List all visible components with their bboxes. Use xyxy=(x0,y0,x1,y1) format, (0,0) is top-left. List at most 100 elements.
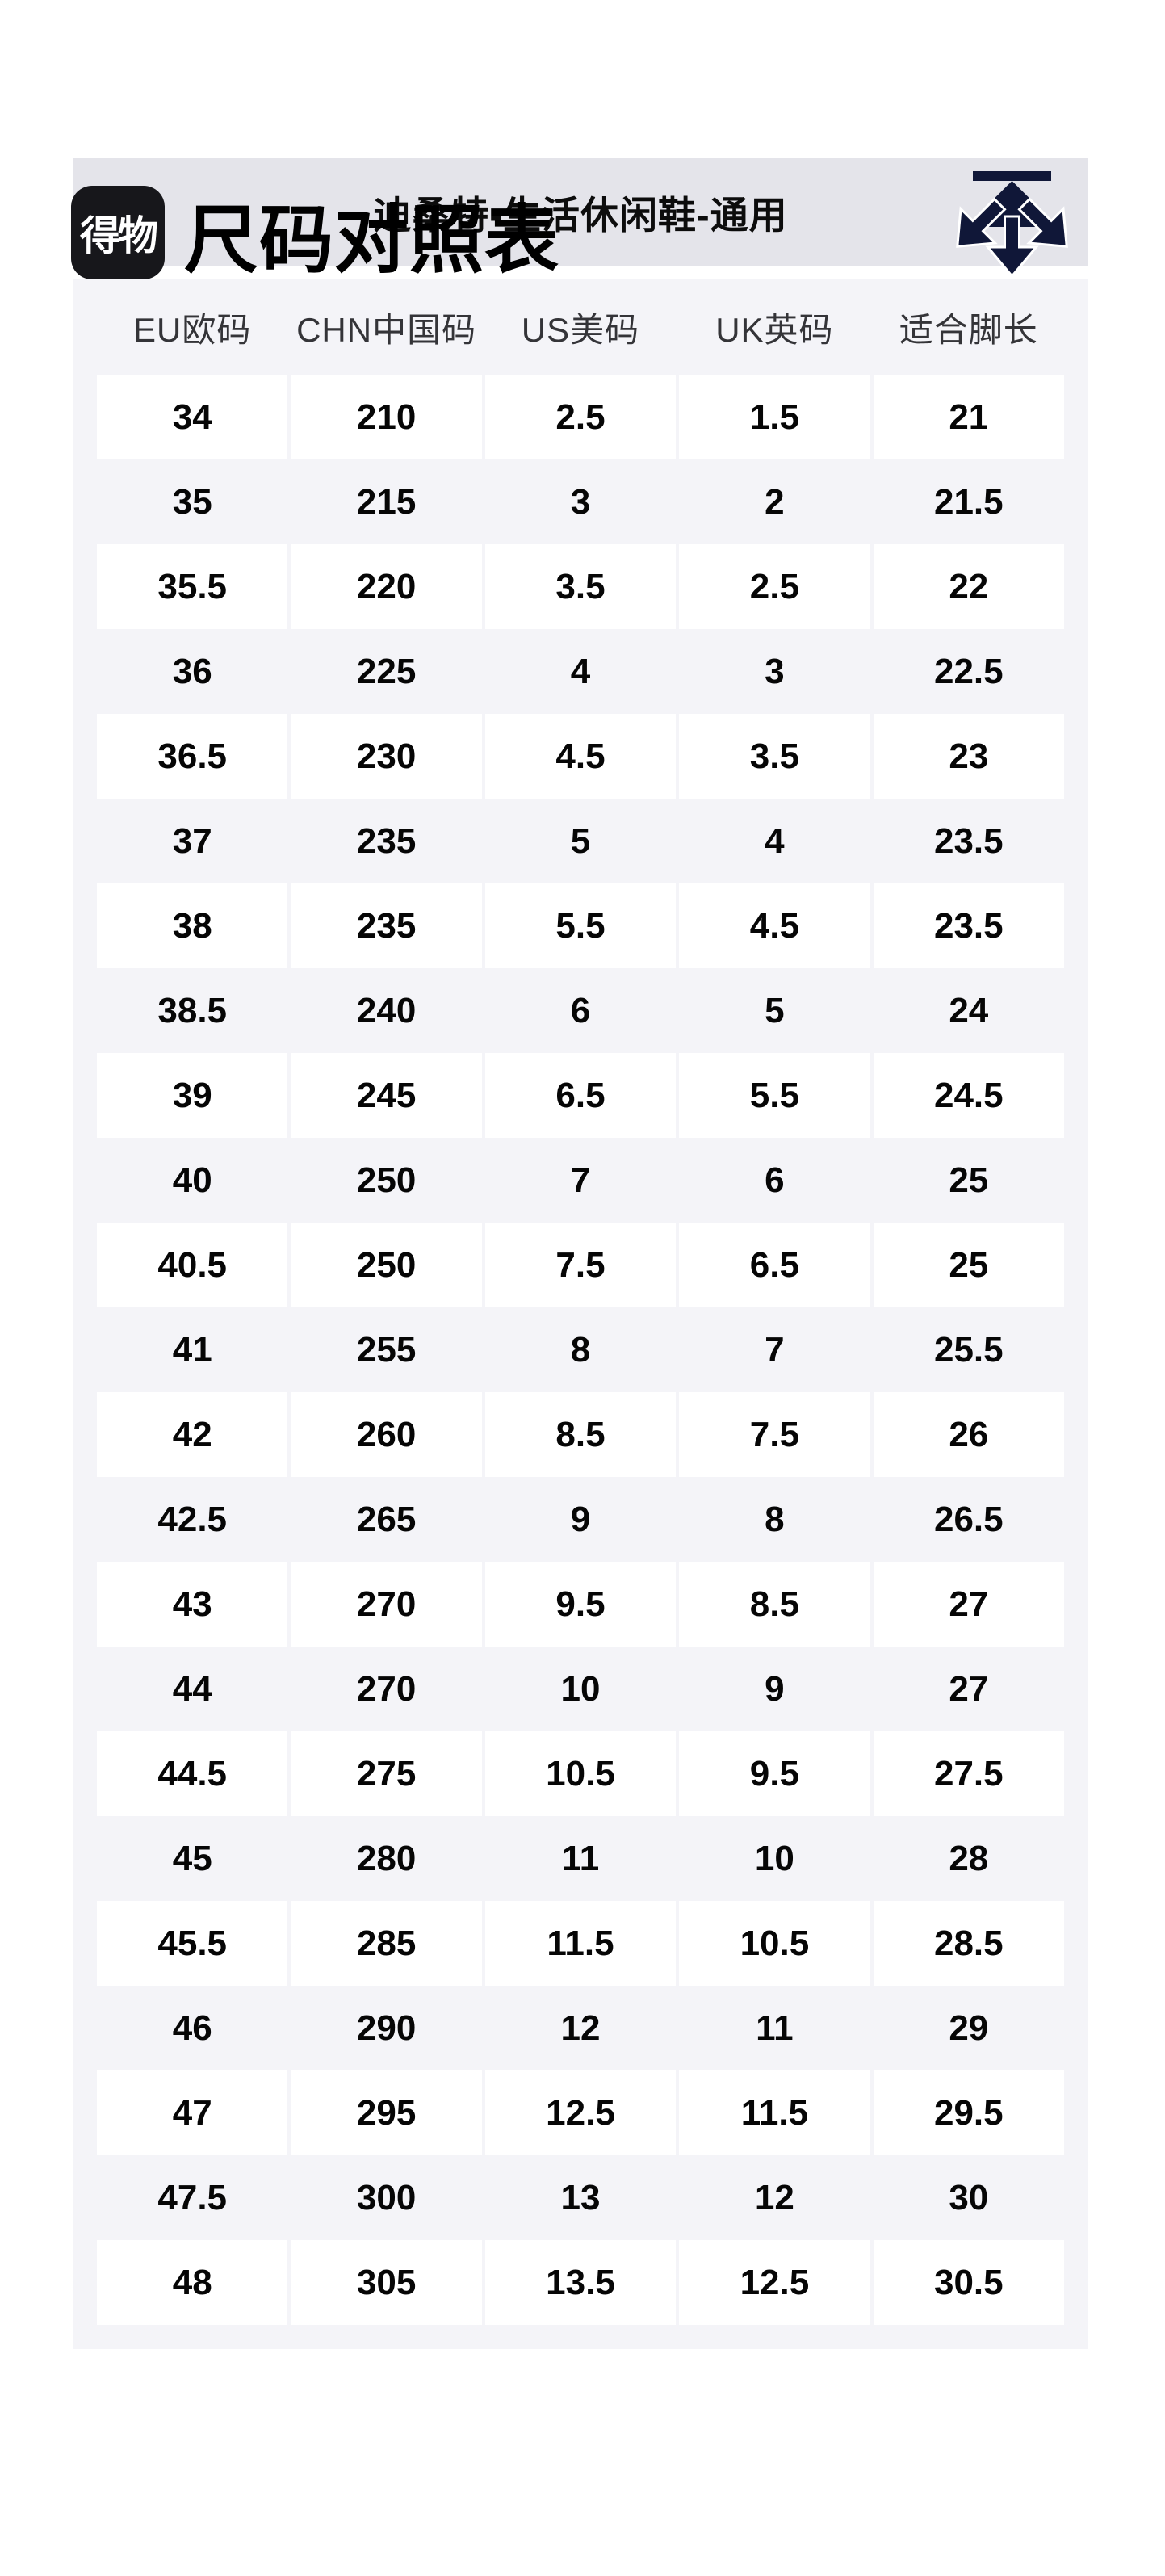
table-cell: 40.5 xyxy=(97,1223,288,1307)
table-cell: 5 xyxy=(570,820,591,861)
table-cell: 41 xyxy=(172,1329,212,1370)
table-cell: 24.5 xyxy=(873,1053,1064,1138)
table-cell: 220 xyxy=(291,544,482,629)
table-cell: 8.5 xyxy=(679,1562,870,1647)
column-header: CHN中国码 xyxy=(296,310,477,349)
table-cell: 23 xyxy=(873,714,1064,799)
table-cell: 10 xyxy=(754,1838,794,1878)
table-cell: 26 xyxy=(873,1392,1064,1477)
table-row: 39 245 6.5 5.5 24.5 xyxy=(97,1053,1064,1138)
table-cell: 225 xyxy=(356,651,417,691)
table-row: 43 270 9.5 8.5 27 xyxy=(97,1562,1064,1647)
table-cell: 295 xyxy=(291,2070,482,2155)
table-row: 44.5 275 10.5 9.5 27.5 xyxy=(97,1731,1064,1816)
table-cell: 270 xyxy=(356,1668,417,1709)
table-cell: 7 xyxy=(570,1160,591,1200)
table-row: 36.5 230 4.5 3.5 23 xyxy=(97,714,1064,799)
table-cell: 47.5 xyxy=(157,2177,228,2217)
table-cell: 43 xyxy=(97,1562,288,1647)
table-cell: 5.5 xyxy=(484,883,677,968)
table-cell: 36.5 xyxy=(97,714,288,799)
column-header: US美码 xyxy=(521,310,640,349)
table-cell: 38.5 xyxy=(157,990,228,1030)
table-cell: 45.5 xyxy=(97,1901,288,1986)
table-cell: 24 xyxy=(949,990,989,1030)
table-row: 45.5 285 11.5 10.5 28.5 xyxy=(97,1901,1064,1986)
table-cell: 9.5 xyxy=(484,1562,677,1647)
table-cell: 8 xyxy=(765,1499,785,1539)
table-cell: 23.5 xyxy=(933,820,1004,861)
table-cell: 300 xyxy=(356,2177,417,2217)
table-cell: 5 xyxy=(765,990,785,1030)
table-row: 41 255 8 7 25.5 xyxy=(97,1307,1064,1392)
table-row: 45 280 11 10 28 xyxy=(97,1816,1064,1901)
table-cell: 11.5 xyxy=(679,2070,870,2155)
table-cell: 45 xyxy=(172,1838,212,1878)
table-row: 35.5 220 3.5 2.5 22 xyxy=(97,544,1064,629)
table-cell: 12 xyxy=(754,2177,794,2217)
table-cell: 21 xyxy=(873,375,1064,459)
table-cell: 8 xyxy=(570,1329,591,1370)
table-cell: 4.5 xyxy=(484,714,677,799)
table-cell: 4 xyxy=(570,651,591,691)
table-body: 34 210 2.5 1.5 21 35 215 3 2 21.5 35.5 220 3.5 2.5 22 3… xyxy=(97,375,1064,2325)
table-row: 34 210 2.5 1.5 21 xyxy=(97,375,1064,459)
table-cell: 2 xyxy=(765,481,785,522)
table-header-row: EU欧码 CHN中国码 US美码 UK英码 适合脚长 xyxy=(97,279,1064,375)
table-cell: 3.5 xyxy=(679,714,870,799)
table-cell: 12.5 xyxy=(679,2240,870,2325)
table-cell: 280 xyxy=(356,1838,417,1878)
table-cell: 25.5 xyxy=(933,1329,1004,1370)
table-row: 47.5 300 13 12 30 xyxy=(97,2155,1064,2240)
table-cell: 29 xyxy=(949,2008,989,2048)
table-cell: 210 xyxy=(291,375,482,459)
table-cell: 260 xyxy=(291,1392,482,1477)
table-row: 37 235 5 4 23.5 xyxy=(97,799,1064,883)
table-cell: 7.5 xyxy=(484,1223,677,1307)
table-cell: 22.5 xyxy=(933,651,1004,691)
table-cell: 265 xyxy=(356,1499,417,1539)
table-row: 36 225 4 3 22.5 xyxy=(97,629,1064,714)
subtitle-bar: 迪桑特-生活休闲鞋-通用 xyxy=(73,158,1088,266)
table-cell: 270 xyxy=(291,1562,482,1647)
table-cell: 3 xyxy=(765,651,785,691)
table-cell: 28.5 xyxy=(873,1901,1064,1986)
table-cell: 27 xyxy=(873,1562,1064,1647)
column-header: UK英码 xyxy=(715,310,834,349)
table-cell: 7.5 xyxy=(679,1392,870,1477)
table-cell: 6.5 xyxy=(484,1053,677,1138)
table-cell: 255 xyxy=(356,1329,417,1370)
table-cell: 26.5 xyxy=(933,1499,1004,1539)
table-cell: 240 xyxy=(356,990,417,1030)
table-cell: 1.5 xyxy=(679,375,870,459)
table-cell: 44.5 xyxy=(97,1731,288,1816)
table-cell: 39 xyxy=(97,1053,288,1138)
table-cell: 13.5 xyxy=(484,2240,677,2325)
table-cell: 10.5 xyxy=(679,1901,870,1986)
table-cell: 27 xyxy=(949,1668,989,1709)
table-row: 46 290 12 11 29 xyxy=(97,1986,1064,2070)
table-cell: 10 xyxy=(560,1668,601,1709)
table-cell: 250 xyxy=(356,1160,417,1200)
table-cell: 44 xyxy=(172,1668,212,1709)
table-cell: 42.5 xyxy=(157,1499,228,1539)
table-cell: 9 xyxy=(570,1499,591,1539)
table-cell: 3 xyxy=(570,481,591,522)
table-cell: 6 xyxy=(765,1160,785,1200)
table-cell: 3.5 xyxy=(484,544,677,629)
page-title: 尺码对照表 xyxy=(184,199,560,282)
table-cell: 11 xyxy=(756,2008,794,2048)
table-cell: 30 xyxy=(949,2177,989,2217)
dewu-logo-text: 得物 xyxy=(80,213,158,258)
table-row: 38.5 240 6 5 24 xyxy=(97,968,1064,1053)
table-row: 42.5 265 9 8 26.5 xyxy=(97,1477,1064,1562)
table-cell: 48 xyxy=(97,2240,288,2325)
table-row: 35 215 3 2 21.5 xyxy=(97,459,1064,544)
table-cell: 35.5 xyxy=(97,544,288,629)
table-cell: 245 xyxy=(291,1053,482,1138)
column-header: 适合脚长 xyxy=(899,310,1038,349)
table-cell: 36 xyxy=(172,651,212,691)
table-cell: 12 xyxy=(560,2008,601,2048)
table-cell: 40 xyxy=(172,1160,212,1200)
table-cell: 5.5 xyxy=(679,1053,870,1138)
